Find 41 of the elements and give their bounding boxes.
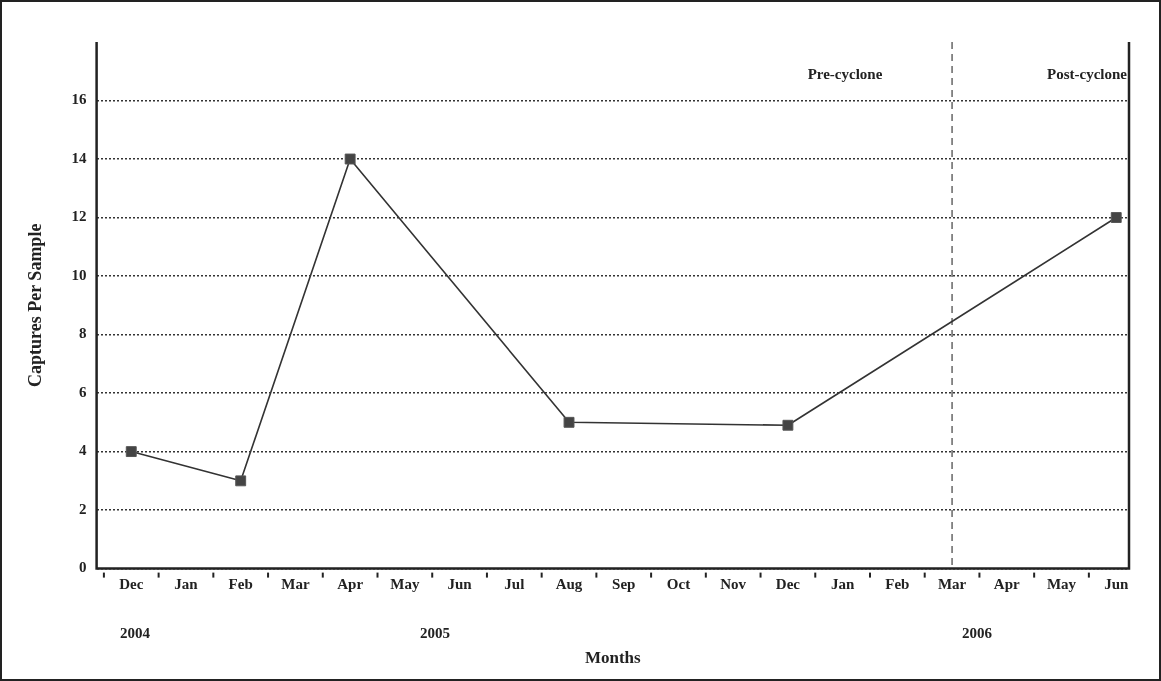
y-tick-label: 2 (79, 500, 87, 517)
y-tick-label: 8 (79, 325, 87, 342)
y-axis-title: Captures Per Sample (25, 223, 46, 387)
x-tick-label: Apr (993, 576, 1021, 593)
x-tick-label: May (390, 576, 420, 593)
y-tick-label: 4 (79, 442, 88, 459)
point (1110, 212, 1122, 223)
x-tick-label: Mar (937, 576, 967, 593)
text: 2006 (962, 624, 993, 641)
point (782, 419, 794, 431)
point (563, 416, 575, 428)
x-tick-label: Apr (337, 576, 364, 593)
annotation: Pre-cyclone (807, 65, 883, 82)
y-tick-label: 10 (71, 266, 87, 283)
x-axis-title: Months (584, 648, 642, 668)
x-tick-label: Jan (174, 576, 199, 593)
y-tick-label: 0 (79, 559, 87, 576)
x-tick-label: Oct (666, 576, 691, 593)
x-tick-label: Feb (228, 576, 253, 593)
x-tick-label: Jun (1104, 576, 1129, 593)
y-tick-label: 6 (79, 383, 88, 400)
y-tick-label: 14 (71, 149, 88, 166)
text: 2004 (120, 624, 151, 641)
x-tick-label: Aug (555, 576, 583, 593)
x-tick-label: Jan (830, 576, 855, 593)
point (125, 446, 137, 458)
x-tick-label: Dec (119, 576, 144, 593)
y-tick-label: 16 (71, 91, 88, 108)
point (235, 475, 247, 487)
y-tick-label: 12 (71, 208, 87, 225)
x-tick-label: Sep (612, 576, 636, 593)
text: 2005 (420, 624, 450, 641)
x-tick-label: Nov (720, 576, 747, 593)
x-tick-label: May (1046, 576, 1077, 593)
x-tick-label: Jul (504, 576, 525, 593)
point (344, 153, 356, 165)
x-tick-label: Jun (447, 576, 473, 593)
x-tick-label: Dec (775, 576, 801, 593)
x-tick-label: Feb (885, 576, 910, 593)
x-tick-label: Mar (281, 576, 310, 593)
annotation: Post-cyclone (1047, 65, 1128, 82)
